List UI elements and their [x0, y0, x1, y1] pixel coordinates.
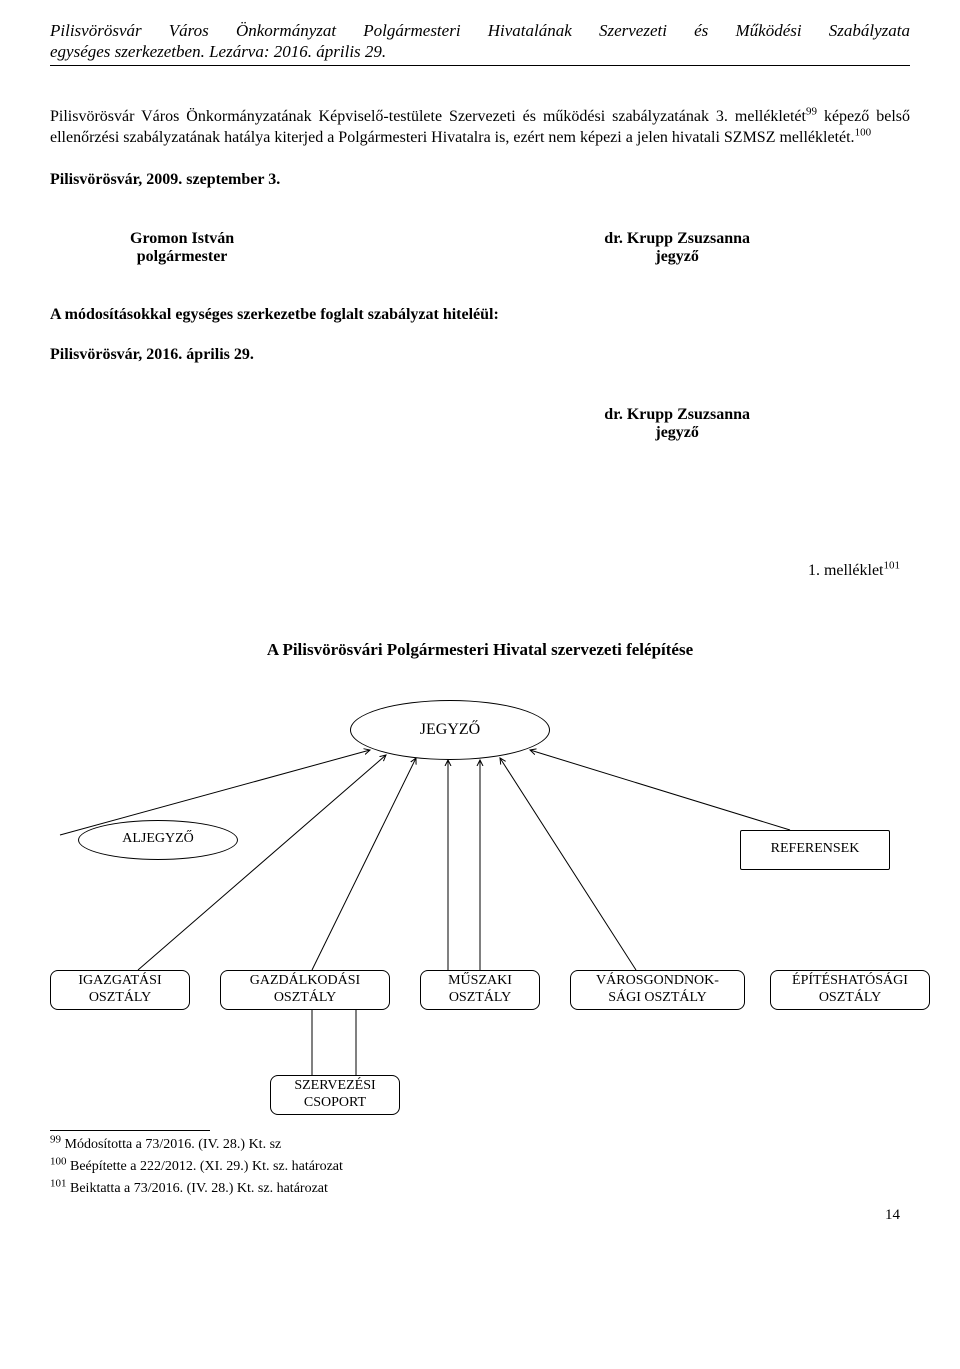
fn99-num: 99: [50, 1133, 61, 1145]
node-aljegyzo: ALJEGYZŐ: [78, 820, 238, 860]
org-title: A Pilisvörösvári Polgármesteri Hivatal s…: [50, 640, 910, 660]
sig-right-name: dr. Krupp Zsuzsanna: [604, 230, 750, 248]
node-igazgatasi: IGAZGATÁSI OSZTÁLY: [50, 970, 190, 1010]
footnote-101: 101 Beiktatta a 73/2016. (IV. 28.) Kt. s…: [50, 1181, 910, 1197]
header: Pilisvörösvár Város Önkormányzat Polgárm…: [50, 20, 910, 66]
fn100-num: 100: [50, 1155, 67, 1167]
sig-left-name: Gromon István: [130, 230, 234, 248]
node-referensek: REFERENSEK: [740, 830, 890, 870]
date-1: Pilisvörösvár, 2009. szeptember 3.: [50, 169, 910, 191]
header-line1: Pilisvörösvár Város Önkormányzat Polgárm…: [50, 21, 910, 40]
signature-row-1: Gromon István polgármester dr. Krupp Zsu…: [50, 230, 910, 266]
node-muszaki-label: MŰSZAKI OSZTÁLY: [431, 973, 529, 1007]
node-epiteshatosagi-label: ÉPÍTÉSHATÓSÁGI OSZTÁLY: [781, 973, 919, 1007]
node-jegyzo: JEGYZŐ: [350, 700, 550, 760]
sig2-title: jegyző: [604, 424, 750, 442]
node-varosgondnok-label: VÁROSGONDNOK-SÁGI OSZTÁLY: [581, 973, 734, 1007]
sup-100: 100: [855, 127, 872, 139]
node-gazdalkodasi-label: GAZDÁLKODÁSI OSZTÁLY: [231, 973, 379, 1007]
node-igazgatasi-label: IGAZGATÁSI OSZTÁLY: [61, 973, 179, 1007]
signature-2: dr. Krupp Zsuzsanna jegyző: [604, 406, 750, 442]
appendix-text: 1. melléklet: [808, 562, 884, 579]
footnotes: 99 Módosította a 73/2016. (IV. 28.) Kt. …: [50, 1130, 910, 1197]
signature-row-2: dr. Krupp Zsuzsanna jegyző: [50, 406, 910, 442]
page: Pilisvörösvár Város Önkormányzat Polgárm…: [0, 0, 960, 1254]
node-varosgondnok: VÁROSGONDNOK-SÁGI OSZTÁLY: [570, 970, 745, 1010]
appendix-label: 1. melléklet101: [50, 562, 900, 580]
node-szervezesi: SZERVEZÉSI CSOPORT: [270, 1075, 400, 1115]
sup-99: 99: [806, 105, 817, 117]
para1-a: Pilisvörösvár Város Önkormányzatának Kép…: [50, 108, 806, 125]
header-line2: egységes szerkezetben. Lezárva: 2016. áp…: [50, 41, 910, 62]
fn100-text: Beépítette a 222/2012. (XI. 29.) Kt. sz.…: [70, 1159, 343, 1174]
sup-101: 101: [884, 560, 901, 572]
date-2: Pilisvörösvár, 2016. április 29.: [50, 344, 910, 366]
signature-left: Gromon István polgármester: [130, 230, 234, 266]
page-number: 14: [50, 1207, 910, 1224]
paragraph-1: Pilisvörösvár Város Önkormányzatának Kép…: [50, 106, 910, 149]
node-gazdalkodasi: GAZDÁLKODÁSI OSZTÁLY: [220, 970, 390, 1010]
node-jegyzo-label: JEGYZŐ: [420, 720, 480, 739]
sig-right-title: jegyző: [604, 248, 750, 266]
fn101-text: Beiktatta a 73/2016. (IV. 28.) Kt. sz. h…: [70, 1181, 328, 1196]
footnote-100: 100 Beépítette a 222/2012. (XI. 29.) Kt.…: [50, 1159, 910, 1175]
node-epiteshatosagi: ÉPÍTÉSHATÓSÁGI OSZTÁLY: [770, 970, 930, 1010]
mod-line: A módosításokkal egységes szerkezetbe fo…: [50, 306, 910, 324]
footnote-rule: [50, 1130, 210, 1131]
footnote-99: 99 Módosította a 73/2016. (IV. 28.) Kt. …: [50, 1137, 910, 1153]
sig-left-title: polgármester: [130, 248, 234, 266]
node-szervezesi-label: SZERVEZÉSI CSOPORT: [281, 1078, 389, 1112]
node-referensek-label: REFERENSEK: [771, 841, 860, 858]
org-diagram: JEGYZŐ ALJEGYZŐ REFERENSEK IGAZGATÁSI OS…: [50, 690, 910, 1120]
node-aljegyzo-label: ALJEGYZŐ: [122, 831, 194, 848]
sig2-name: dr. Krupp Zsuzsanna: [604, 406, 750, 424]
fn99-text: Módosította a 73/2016. (IV. 28.) Kt. sz: [65, 1137, 282, 1152]
node-muszaki: MŰSZAKI OSZTÁLY: [420, 970, 540, 1010]
fn101-num: 101: [50, 1177, 67, 1189]
signature-right: dr. Krupp Zsuzsanna jegyző: [604, 230, 750, 266]
